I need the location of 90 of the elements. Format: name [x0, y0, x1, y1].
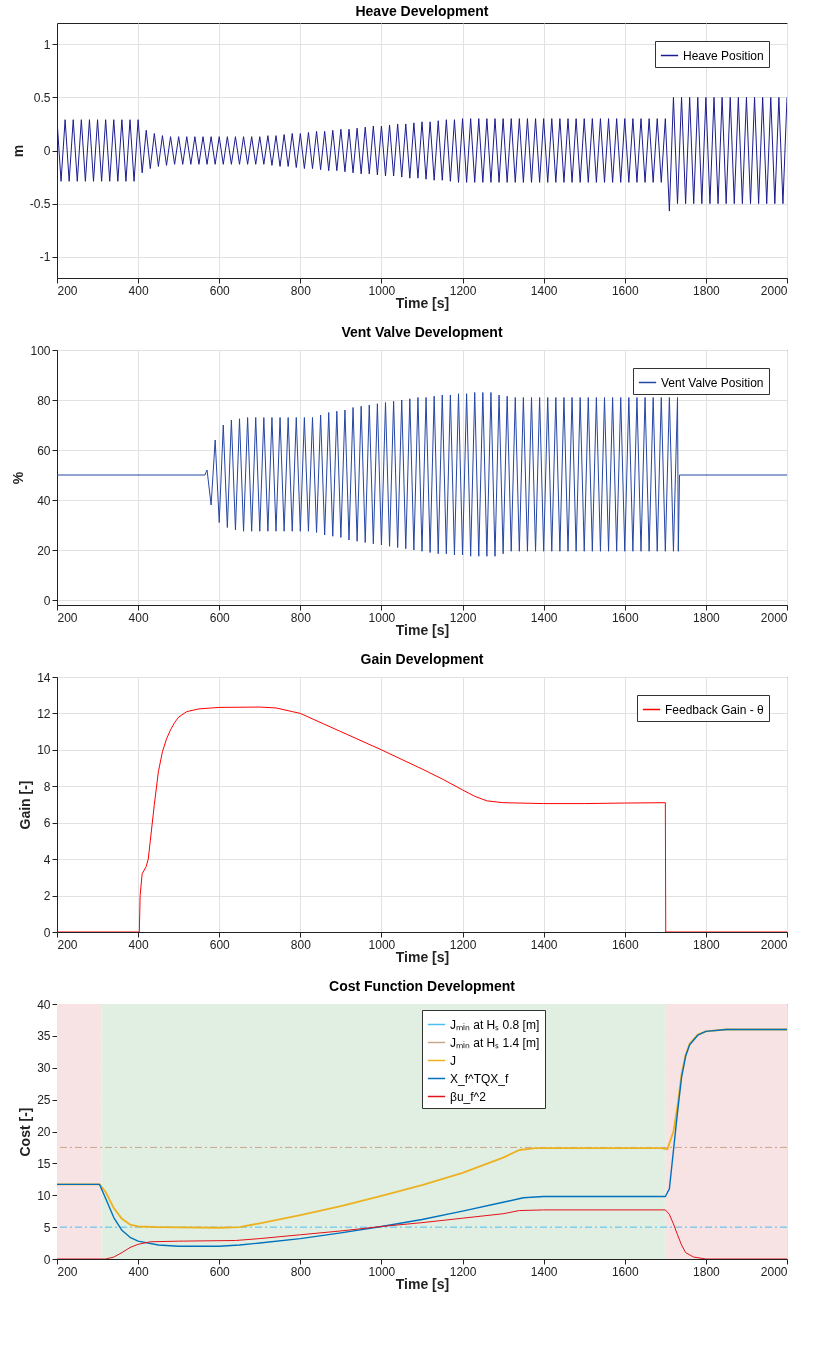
legend-label: Jₘᵢₙ at Hₛ 0.8 [m] — [450, 1017, 540, 1032]
legend-label: βu_f^2 — [450, 1089, 487, 1104]
x-axis-title: Time [s] — [395, 1275, 450, 1292]
x-tick-label: 2000 — [760, 283, 788, 298]
legend-label: Jₘᵢₙ at Hₛ 1.4 [m] — [450, 1035, 540, 1050]
x-axis-title: Time [s] — [395, 621, 450, 638]
x-tick-label: 1600 — [611, 1264, 639, 1279]
x-tick-label: 1600 — [611, 283, 639, 298]
chart-title: Gain Development — [360, 651, 484, 667]
y-tick-label: 30 — [37, 1061, 51, 1076]
y-tick-label: 10 — [37, 743, 51, 758]
x-tick-label: 1400 — [530, 1264, 558, 1279]
x-tick-label: 200 — [57, 937, 78, 952]
x-tick-label: 1200 — [449, 937, 477, 952]
y-tick-label: 15 — [37, 1156, 51, 1171]
chart-title: Heave Development — [355, 3, 489, 19]
legend-label: Vent Valve Position — [661, 375, 764, 390]
chart-title: Cost Function Development — [329, 978, 516, 994]
x-tick-label: 400 — [128, 937, 149, 952]
y-tick-label: -0.5 — [29, 197, 51, 212]
x-tick-label: 1000 — [368, 610, 396, 625]
x-tick-label: 1800 — [693, 283, 721, 298]
y-tick-label: 4 — [43, 852, 51, 867]
x-tick-label: 1400 — [530, 937, 558, 952]
legend-label: J — [450, 1053, 456, 1068]
line-series — [57, 96, 787, 212]
x-tick-label: 2000 — [760, 937, 788, 952]
y-tick-label: 8 — [43, 779, 51, 794]
x-tick-label: 400 — [128, 610, 149, 625]
y-tick-label: 40 — [37, 493, 51, 508]
x-tick-label: 1400 — [530, 283, 558, 298]
y-tick-label: 0 — [43, 925, 51, 940]
x-tick-label: 1000 — [368, 1264, 396, 1279]
y-tick-label: 20 — [37, 543, 51, 558]
x-tick-label: 600 — [209, 283, 231, 298]
x-tick-label: 1800 — [693, 610, 721, 625]
y-axis-title: Gain [-] — [17, 780, 34, 830]
x-tick-label: 200 — [57, 283, 78, 298]
legend-label: X_f^TQX_f — [450, 1071, 509, 1086]
y-tick-label: 25 — [37, 1093, 51, 1108]
y-axis-title: m — [9, 144, 26, 158]
legend-label: Feedback Gain - θ — [665, 702, 765, 717]
y-tick-label: 0.5 — [33, 90, 51, 105]
line-series — [57, 392, 787, 557]
y-tick-label: 0 — [43, 1252, 51, 1267]
x-tick-label: 1800 — [693, 937, 721, 952]
x-tick-label: 1000 — [368, 937, 396, 952]
x-tick-label: 1600 — [611, 937, 639, 952]
x-tick-label: 1800 — [693, 1264, 721, 1279]
chart-title: Vent Valve Development — [341, 324, 503, 340]
y-tick-label: 6 — [43, 816, 51, 831]
y-tick-label: 20 — [37, 1125, 51, 1139]
x-tick-label: 1200 — [449, 1264, 477, 1279]
x-tick-label: 1600 — [611, 610, 639, 625]
y-tick-label: 0 — [43, 593, 51, 608]
y-axis-title: % — [10, 471, 27, 485]
x-tick-label: 400 — [128, 1264, 149, 1279]
x-tick-label: 200 — [57, 1264, 78, 1279]
x-tick-label: 2000 — [760, 1264, 788, 1279]
x-tick-label: 600 — [209, 1264, 231, 1279]
y-tick-label: 80 — [37, 393, 51, 408]
x-tick-label: 600 — [209, 937, 231, 952]
x-axis-title: Time [s] — [395, 294, 450, 311]
legend-label: Heave Position — [683, 48, 764, 63]
x-tick-label: 1200 — [449, 610, 477, 625]
y-tick-label: 40 — [37, 997, 51, 1012]
y-axis-title: Cost [-] — [17, 1107, 34, 1157]
x-tick-label: 200 — [57, 610, 78, 625]
y-tick-label: -1 — [39, 250, 51, 265]
y-tick-label: 60 — [37, 443, 51, 458]
x-tick-label: 1000 — [368, 283, 396, 298]
x-tick-label: 800 — [290, 937, 312, 952]
x-axis-title: Time [s] — [395, 948, 450, 965]
x-tick-label: 1200 — [449, 283, 477, 298]
y-tick-label: 0 — [43, 144, 51, 158]
x-tick-label: 2000 — [760, 610, 788, 625]
y-tick-label: 2 — [43, 889, 51, 904]
y-tick-label: 10 — [37, 1188, 51, 1203]
x-tick-label: 800 — [290, 1264, 312, 1279]
x-tick-label: 1400 — [530, 610, 558, 625]
x-tick-label: 400 — [128, 283, 149, 298]
x-tick-label: 800 — [290, 283, 312, 298]
y-tick-label: 35 — [37, 1029, 51, 1044]
y-tick-label: 100 — [30, 343, 51, 358]
x-tick-label: 800 — [290, 610, 312, 625]
y-tick-label: 14 — [37, 670, 51, 685]
y-tick-label: 5 — [43, 1220, 51, 1235]
y-tick-label: 12 — [37, 706, 51, 721]
x-tick-label: 600 — [209, 610, 231, 625]
y-tick-label: 1 — [43, 37, 51, 52]
